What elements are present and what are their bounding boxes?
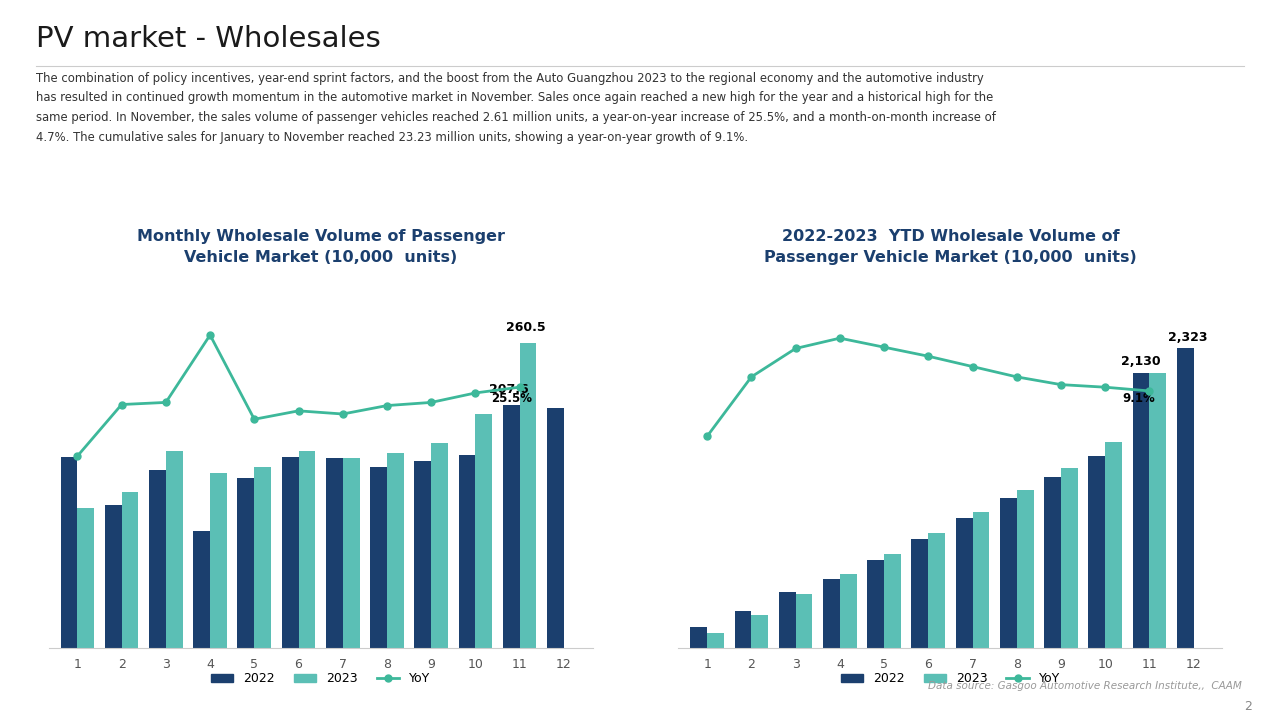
- Bar: [1176, 348, 1194, 648]
- Bar: [928, 533, 945, 648]
- Bar: [823, 579, 840, 648]
- Bar: [840, 575, 856, 648]
- Bar: [956, 518, 973, 648]
- Legend: 2022, 2023, YoY: 2022, 2023, YoY: [836, 667, 1065, 690]
- Bar: [868, 560, 884, 648]
- Bar: [796, 594, 813, 648]
- Text: 2: 2: [1244, 700, 1252, 713]
- Bar: [77, 508, 95, 648]
- Bar: [193, 531, 210, 648]
- Bar: [503, 405, 520, 648]
- Bar: [911, 539, 928, 648]
- Bar: [778, 592, 796, 648]
- Bar: [690, 627, 707, 648]
- Bar: [370, 467, 387, 648]
- Text: 207.6: 207.6: [489, 383, 529, 396]
- Bar: [475, 414, 493, 648]
- Bar: [735, 611, 751, 648]
- Legend: 2022, 2023, YoY: 2022, 2023, YoY: [206, 667, 435, 690]
- Bar: [431, 444, 448, 648]
- Title: Monthly Wholesale Volume of Passenger
Vehicle Market (10,000  units): Monthly Wholesale Volume of Passenger Ve…: [137, 230, 504, 266]
- Bar: [1000, 498, 1016, 648]
- Bar: [1088, 456, 1105, 648]
- Bar: [1061, 467, 1078, 648]
- Bar: [1044, 477, 1061, 648]
- Bar: [1105, 441, 1123, 648]
- Bar: [210, 472, 227, 648]
- Text: The combination of policy incentives, year-end sprint factors, and the boost fro: The combination of policy incentives, ye…: [36, 72, 996, 143]
- Bar: [1133, 373, 1149, 648]
- Bar: [1149, 373, 1166, 648]
- Bar: [148, 470, 166, 648]
- Bar: [547, 408, 564, 648]
- Text: PV market - Wholesales: PV market - Wholesales: [36, 25, 380, 53]
- Bar: [122, 492, 138, 648]
- Bar: [326, 459, 343, 648]
- Bar: [707, 632, 724, 648]
- Text: Data source: Gasgoo Automotive Research Institute,,  CAAM: Data source: Gasgoo Automotive Research …: [928, 681, 1242, 691]
- Bar: [343, 459, 360, 648]
- Bar: [166, 451, 183, 648]
- Bar: [415, 461, 431, 648]
- Text: 9.1%: 9.1%: [1123, 392, 1155, 405]
- Bar: [387, 453, 403, 648]
- Bar: [238, 478, 255, 648]
- Text: 2,130: 2,130: [1121, 356, 1161, 369]
- Title: 2022-2023  YTD Wholesale Volume of
Passenger Vehicle Market (10,000  units): 2022-2023 YTD Wholesale Volume of Passen…: [764, 230, 1137, 266]
- Bar: [282, 457, 298, 648]
- Bar: [1016, 490, 1033, 648]
- Text: 260.5: 260.5: [506, 321, 545, 334]
- Bar: [105, 505, 122, 648]
- Bar: [298, 451, 315, 648]
- Bar: [751, 616, 768, 648]
- Bar: [884, 554, 901, 648]
- Bar: [973, 512, 989, 648]
- Text: 25.5%: 25.5%: [492, 392, 532, 405]
- Bar: [520, 343, 536, 648]
- Text: 2,323: 2,323: [1167, 330, 1207, 343]
- Bar: [255, 467, 271, 648]
- Bar: [60, 457, 77, 648]
- Bar: [458, 455, 475, 648]
